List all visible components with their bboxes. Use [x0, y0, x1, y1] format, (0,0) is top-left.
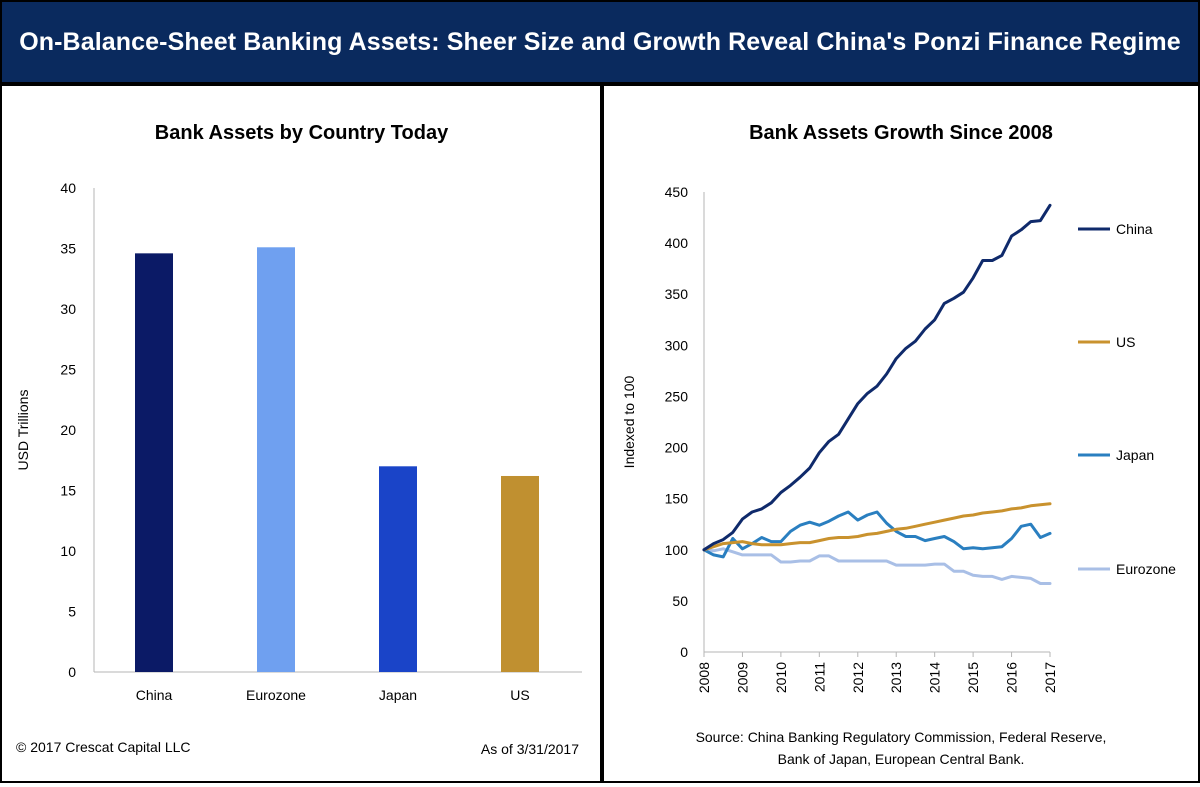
y-tick-label: 400: [665, 235, 689, 251]
series-line-eurozone: [702, 547, 1052, 585]
y-tick-label: 250: [665, 388, 689, 404]
y-tick-label: 50: [672, 593, 688, 609]
bar-japan: [379, 466, 417, 672]
series-line-japan: [702, 510, 1052, 559]
x-tick-label: 2016: [1004, 662, 1020, 693]
y-tick-label: 40: [60, 180, 76, 196]
copyright-note: © 2017 Crescat Capital LLC: [16, 739, 191, 755]
y-tick-label: 5: [68, 604, 76, 620]
x-tick-label: 2017: [1042, 662, 1058, 693]
y-tick-label: 300: [665, 337, 689, 353]
source-line-2: Bank of Japan, European Central Bank.: [777, 751, 1025, 767]
legend-label-china: China: [1116, 221, 1153, 237]
banner-title: On-Balance-Sheet Banking Assets: Sheer S…: [19, 27, 1181, 56]
y-tick-label: 350: [665, 286, 689, 302]
line-chart: 0 50 100 150 200 250 300 350 400 450 2008 2009 2010 2…: [621, 184, 1176, 693]
header-banner: On-Balance-Sheet Banking Assets: Sheer S…: [0, 0, 1200, 84]
x-category-label: US: [510, 687, 529, 703]
bar-chart-title: Bank Assets by Country Today: [154, 122, 449, 144]
right-panel: Bank Assets Growth Since 2008 0 50 100 150 2…: [600, 84, 1200, 783]
legend-label-us: US: [1116, 334, 1135, 350]
y-tick-label: 25: [60, 362, 76, 378]
as-of-date: As of 3/31/2017: [480, 741, 579, 757]
line-chart-title: Bank Assets Growth Since 2008: [749, 122, 1053, 144]
legend-label-japan: Japan: [1116, 447, 1154, 463]
series-line-china: [702, 203, 1052, 552]
y-tick-label: 10: [60, 543, 76, 559]
y-tick-label: 30: [60, 301, 76, 317]
x-tick-label: 2008: [696, 662, 712, 693]
x-tick-label: 2011: [811, 662, 827, 692]
x-category-label: Japan: [379, 687, 417, 703]
legend-label-eurozone: Eurozone: [1116, 561, 1176, 577]
x-tick-label: 2010: [773, 662, 789, 693]
y-tick-label: 150: [665, 491, 689, 507]
y-tick-label: 20: [60, 422, 76, 438]
y-tick-label: 0: [680, 644, 688, 660]
y-axis-title: Indexed to 100: [621, 375, 637, 468]
x-tick-label: 2015: [965, 662, 981, 693]
left-panel: Bank Assets by Country Today 0 5 10 15 20 25 3…: [0, 84, 603, 783]
x-category-label: China: [136, 687, 173, 703]
source-note: Source: China Banking Regulatory Commiss…: [604, 726, 1198, 770]
y-tick-label: 200: [665, 440, 689, 456]
series-line-us: [702, 502, 1052, 552]
bar-eurozone: [257, 247, 295, 673]
y-tick-label: 35: [60, 241, 76, 257]
bar-us: [501, 475, 539, 672]
x-category-label: Eurozone: [246, 687, 306, 703]
x-tick-label: 2013: [888, 662, 904, 693]
y-axis-title: USD Trillions: [15, 390, 31, 471]
x-tick-label: 2014: [927, 662, 943, 693]
bar-china: [135, 253, 173, 672]
source-line-1: Source: China Banking Regulatory Commiss…: [695, 729, 1107, 745]
y-tick-label: 100: [665, 542, 689, 558]
x-tick-label: 2012: [850, 662, 866, 693]
bar-chart: 0 5 10 15 20 25 30 35 40 USD Trillions China Eurozo…: [15, 180, 582, 703]
y-tick-label: 450: [665, 184, 689, 200]
y-tick-label: 0: [68, 664, 76, 680]
x-tick-label: 2009: [734, 662, 750, 693]
y-tick-label: 15: [60, 483, 76, 499]
